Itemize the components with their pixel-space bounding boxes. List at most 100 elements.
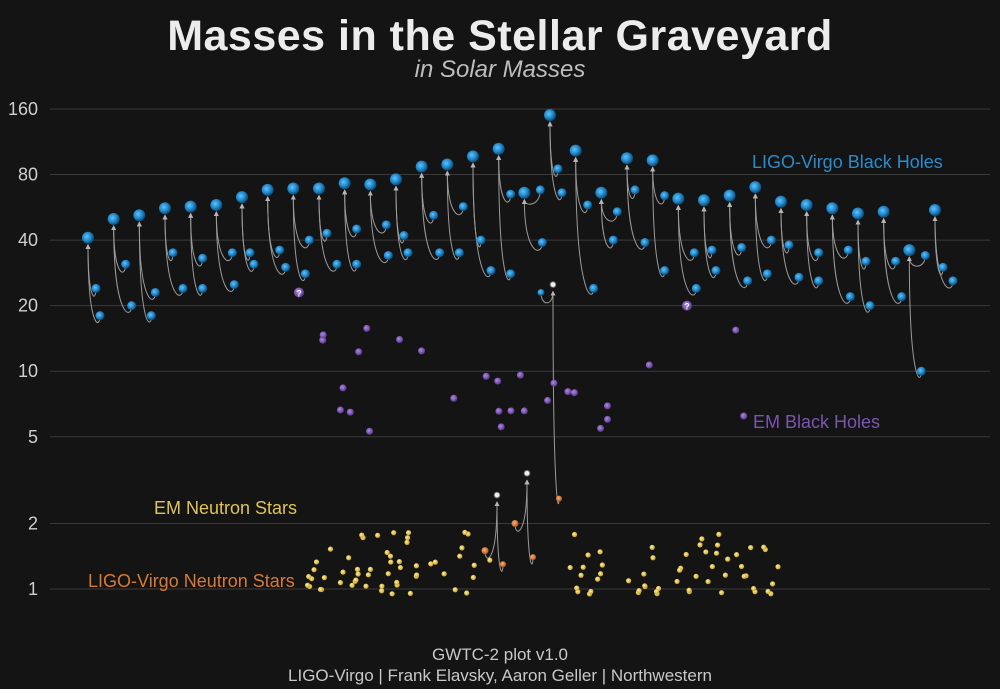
em-ns-point [365, 572, 371, 578]
em-ns-point [464, 590, 470, 596]
y-tick-label: 20 [18, 296, 38, 316]
ligo-bh-primary-point [198, 253, 208, 263]
ligo-bh-secondary-point [897, 292, 907, 302]
em-ns-point [384, 549, 390, 556]
em-ns-point [636, 588, 642, 594]
em-ns-point [396, 559, 402, 565]
ligo-bh-secondary-point [537, 238, 547, 248]
em-bh-point [604, 415, 612, 423]
ligo-bh-remnant-point [569, 144, 582, 157]
ligo-bh-secondary-point [762, 269, 772, 279]
em-ns-point [722, 572, 728, 578]
em-ns-point [714, 542, 721, 548]
ns-merger-arrow [524, 479, 534, 565]
ligo-ns-remnant-point [493, 491, 501, 499]
em-bh-point [450, 394, 458, 402]
ligo-bh-secondary-point [845, 292, 855, 302]
chart-subtitle: in Solar Masses [414, 56, 586, 83]
em-ns-point [599, 562, 605, 568]
ligo-bh-primary-point [553, 164, 563, 174]
em-bh-point [740, 412, 748, 420]
ligo-bh-secondary-point [506, 269, 516, 279]
em-ns-point [703, 549, 709, 555]
em-ns-point [677, 567, 683, 573]
em-ns-point [683, 551, 689, 558]
em-bh-point [366, 427, 374, 435]
em-ns-point [649, 544, 655, 550]
ligo-bh-secondary-point [249, 259, 259, 269]
ligo-ns-remnant-point [549, 281, 557, 288]
ligo-ns-remnant-point [523, 469, 531, 477]
ligo-bh-secondary-point [178, 283, 188, 293]
em-ns-point [470, 574, 476, 581]
em-bh-point [645, 361, 653, 369]
merger-arrow [906, 256, 922, 378]
ligo-bh-primary-point [121, 259, 131, 269]
em-ns-point [304, 582, 311, 588]
ligo-bh-remnant-point [775, 195, 787, 208]
unknown-marker-label: ? [296, 288, 302, 298]
merger-arrow [752, 193, 768, 282]
ns-merger-arrow [550, 290, 560, 505]
em-ns-point [650, 555, 656, 561]
grid-layer [50, 108, 990, 590]
ligo-bh-remnant-point [826, 202, 839, 215]
ligo-bh-remnant-point [903, 244, 916, 257]
ligo-bh-secondary-point [300, 269, 310, 279]
em-ns-point [363, 583, 369, 589]
ligo-bh-secondary-point [743, 276, 753, 286]
em-ns-point [713, 550, 720, 556]
em-ns-point [441, 571, 447, 577]
ligo-ns-secondary-point [530, 554, 536, 561]
ligo-bh-primary-point [784, 240, 794, 250]
em-ns-point [674, 578, 680, 585]
ligo-bh-primary-point [583, 200, 593, 210]
ligo-bh-remnant-point [184, 200, 197, 213]
ligo-bh-primary-point [352, 224, 362, 234]
em-ns-point [580, 564, 586, 570]
ligo-bh-remnant-point [159, 202, 171, 215]
chart-title: Masses in the Stellar Graveyard [167, 12, 833, 60]
em-ns-point [349, 582, 355, 588]
merger-arrow [829, 214, 851, 304]
ligo-bh-remnant-point [723, 189, 736, 202]
ligo-bh-secondary-point [127, 301, 137, 311]
ligo-bh-remnant-point [82, 231, 94, 244]
legend-em-black-holes: EM Black Holes [753, 412, 881, 432]
merger-arrow [650, 166, 666, 278]
ligo-bh-primary-point [150, 287, 160, 297]
merger-arrow [624, 164, 646, 250]
em-ns-point [725, 556, 731, 562]
em-ns-point [487, 557, 493, 563]
ligo-bh-primary-point [612, 207, 622, 217]
merger-arrow [136, 221, 152, 323]
y-tick-label: 1 [28, 579, 38, 599]
ligo-bh-primary-point [938, 262, 948, 272]
ligo-bh-primary-point [227, 248, 237, 258]
merger-arrow [444, 170, 460, 260]
merger-arrow [265, 196, 287, 275]
em-ns-point [404, 535, 411, 541]
em-bh-point [564, 388, 572, 396]
em-ns-point [686, 587, 692, 593]
legend-ligo-neutron-stars: LIGO-Virgo Neutron Stars [88, 571, 295, 591]
ligo-bh-secondary-point [486, 266, 496, 276]
em-ns-point [716, 531, 722, 537]
ligo-bh-remnant-point [313, 182, 325, 195]
em-ns-point [625, 578, 632, 584]
em-ns-point [317, 586, 324, 593]
em-ns-point [404, 539, 410, 545]
em-ns-point [321, 575, 327, 581]
em-bh-point [355, 348, 363, 356]
ligo-bh-secondary-point [95, 311, 105, 321]
y-tick-label: 40 [18, 230, 38, 250]
ligo-bh-remnant-point [441, 158, 454, 171]
em-bh-point [497, 423, 505, 431]
ligo-bh-primary-point [535, 185, 545, 195]
em-ns-point [346, 555, 352, 561]
ligo-bh-secondary-point [608, 235, 618, 245]
em-ns-point [585, 552, 591, 558]
ligo-bh-secondary-point [198, 283, 208, 293]
em-bh-point [597, 424, 605, 432]
